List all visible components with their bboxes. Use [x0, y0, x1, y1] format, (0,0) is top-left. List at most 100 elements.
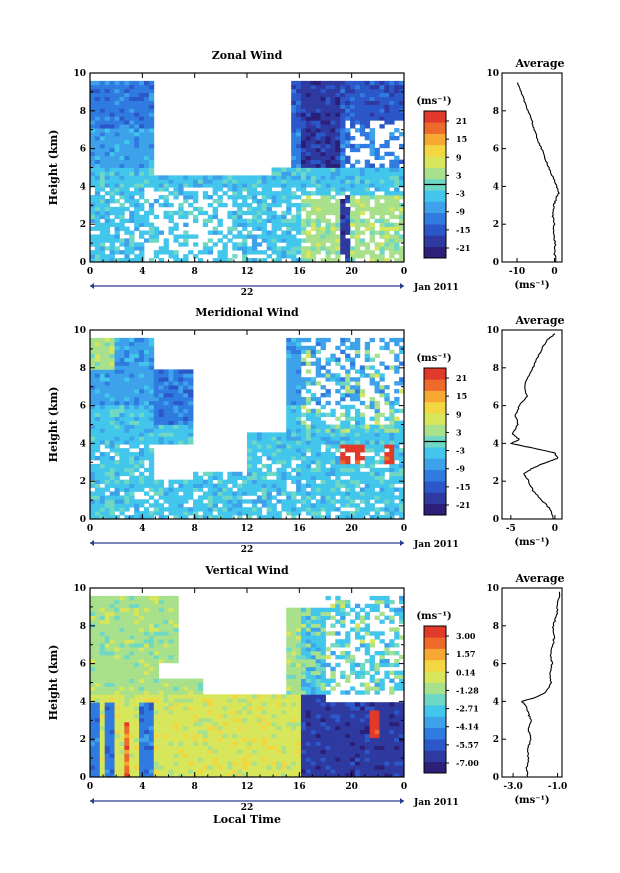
heatmap-cell: [394, 396, 400, 402]
heatmap-cell: [183, 499, 189, 504]
heatmap-cell: [114, 341, 120, 347]
heatmap-cell: [148, 725, 155, 731]
heatmap-cell: [350, 345, 356, 351]
heatmap-cell: [183, 507, 189, 512]
heatmap-cell: [394, 511, 400, 516]
heatmap-cell: [389, 159, 395, 164]
heatmap-cell: [261, 195, 268, 200]
heatmap-cell: [168, 714, 174, 719]
heatmap-cell: [119, 108, 125, 113]
heatmap-cell: [109, 647, 115, 652]
heatmap-cell: [94, 183, 101, 188]
x-tick-label: 0: [87, 267, 93, 277]
heatmap-cell: [364, 116, 371, 121]
heatmap-cell: [114, 487, 120, 492]
heatmap-cell: [212, 183, 218, 188]
heatmap-cell: [114, 191, 120, 196]
heatmap-cell: [310, 104, 317, 109]
heatmap-cell: [193, 753, 199, 758]
heatmap-cell: [340, 242, 346, 247]
heatmap-cell: [104, 84, 111, 90]
heatmap-cell: [379, 155, 385, 161]
heatmap-cell: [345, 369, 351, 374]
heatmap-cell: [114, 773, 120, 777]
heatmap-cell: [178, 440, 184, 445]
heatmap-cell: [153, 757, 160, 762]
heatmap-cell: [276, 467, 282, 473]
heatmap-cell: [217, 258, 223, 262]
heatmap-cell: [296, 337, 302, 343]
heatmap-cell: [271, 226, 277, 231]
heatmap-cell: [354, 206, 361, 212]
colorbar-tick-label: 9: [456, 152, 462, 162]
heatmap-cell: [114, 155, 120, 161]
heatmap-cell: [129, 717, 135, 723]
heatmap-cell: [350, 389, 356, 394]
heatmap-cell: [193, 682, 199, 687]
heatmap-cell: [394, 432, 400, 437]
heatmap-cell: [129, 175, 135, 180]
heatmap-cell: [335, 108, 341, 113]
heatmap-cell: [359, 440, 366, 445]
heatmap-cell: [345, 448, 351, 453]
heatmap-cell: [134, 96, 140, 101]
heatmap-cell: [325, 400, 331, 406]
heatmap-cell: [340, 412, 346, 418]
heatmap-cell: [305, 491, 312, 496]
heatmap-cell: [119, 258, 125, 262]
heatmap-cell: [134, 128, 140, 133]
heatmap-cell: [124, 393, 130, 398]
heatmap-cell: [310, 171, 317, 176]
heatmap-cell: [251, 210, 258, 216]
heatmap-cell: [251, 440, 258, 445]
heatmap-cell: [178, 487, 184, 492]
colorbar-tick-label: -9: [456, 207, 465, 217]
heatmap-cell: [207, 250, 214, 255]
heatmap-cell: [310, 381, 317, 386]
heatmap-cell: [99, 143, 106, 149]
heatmap-cell: [173, 765, 179, 770]
heatmap-cell: [178, 503, 184, 508]
heatmap-cell: [394, 467, 400, 473]
heatmap-cell: [104, 706, 111, 711]
heatmap-cell: [90, 452, 96, 457]
heatmap-cell: [139, 737, 145, 742]
heatmap-cell: [384, 100, 390, 105]
heatmap-cell: [99, 250, 106, 255]
heatmap-cell: [193, 483, 199, 488]
heatmap-cell: [148, 167, 155, 172]
heatmap-cell: [134, 432, 140, 437]
heatmap-cell: [173, 631, 179, 636]
heatmap-cell: [207, 491, 214, 496]
heatmap-cell: [148, 698, 155, 703]
heatmap-cell: [271, 246, 277, 251]
heatmap-cell: [119, 706, 125, 711]
heatmap-cell: [369, 167, 375, 172]
y-tick-label: 8: [80, 364, 86, 374]
heatmap-cell: [178, 741, 184, 746]
heatmap-cell: [251, 436, 258, 441]
heatmap-cell: [163, 631, 169, 636]
heatmap-cell: [384, 96, 390, 101]
heatmap-cell: [310, 206, 317, 212]
heatmap-cell: [330, 452, 336, 457]
heatmap-cell: [124, 175, 130, 180]
heatmap-cell: [359, 104, 366, 109]
heatmap-cell: [345, 250, 351, 255]
heatmap-cell: [345, 214, 351, 220]
heatmap-cell: [134, 503, 140, 508]
heatmap-cell: [173, 721, 179, 727]
heatmap-cell: [114, 108, 120, 113]
heatmap-cell: [139, 389, 145, 394]
heatmap-cell: [114, 733, 120, 739]
heatmap-cell: [134, 345, 140, 351]
heatmap-cell: [193, 721, 199, 727]
heatmap-cell: [335, 124, 341, 129]
heatmap-cell: [222, 175, 228, 180]
heatmap-cell: [168, 694, 174, 699]
heatmap-cell: [359, 100, 366, 105]
heatmap-cell: [99, 678, 106, 683]
heatmap-cell: [384, 515, 390, 519]
heatmap-cell: [296, 361, 302, 366]
heatmap-cell: [281, 210, 287, 216]
